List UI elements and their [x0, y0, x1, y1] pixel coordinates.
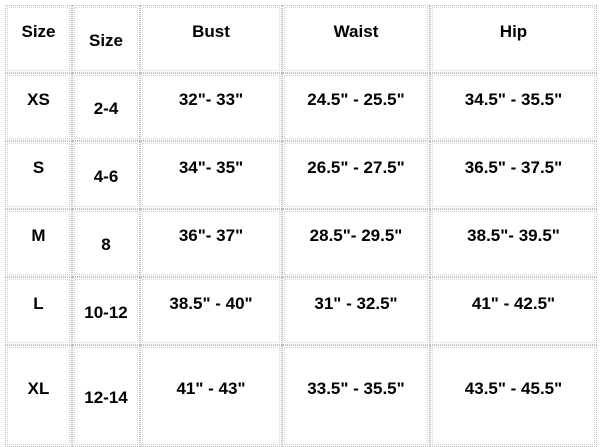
table-cell: 4-6: [72, 141, 140, 209]
header-cell: Size: [72, 5, 140, 73]
header-cell: Size: [5, 5, 72, 73]
table-cell: L: [5, 277, 72, 345]
table-cell: 36"- 37": [140, 209, 282, 277]
table-cell: 38.5"- 39.5": [430, 209, 597, 277]
table-cell: 10-12: [72, 277, 140, 345]
size-chart-table: Size Size Bust Waist Hip XS 2-4 32"- 33"…: [5, 5, 597, 447]
table-cell: 34"- 35": [140, 141, 282, 209]
table-row: S 4-6 34"- 35" 26.5" - 27.5" 36.5" - 37.…: [5, 141, 597, 209]
table-cell: 43.5" - 45.5": [430, 345, 597, 447]
table-row: M 8 36"- 37" 28.5"- 29.5" 38.5"- 39.5": [5, 209, 597, 277]
table-cell: 41" - 43": [140, 345, 282, 447]
table-cell: 26.5" - 27.5": [282, 141, 430, 209]
table-cell: 12-14: [72, 345, 140, 447]
header-cell: Waist: [282, 5, 430, 73]
table-cell: 28.5"- 29.5": [282, 209, 430, 277]
table-cell: 33.5" - 35.5": [282, 345, 430, 447]
table-cell: 41" - 42.5": [430, 277, 597, 345]
table-cell: M: [5, 209, 72, 277]
table-cell: 24.5" - 25.5": [282, 73, 430, 141]
table-cell: 32"- 33": [140, 73, 282, 141]
table-cell: XL: [5, 345, 72, 447]
table-cell: 8: [72, 209, 140, 277]
table-cell: 38.5" - 40": [140, 277, 282, 345]
table-row: L 10-12 38.5" - 40" 31" - 32.5" 41" - 42…: [5, 277, 597, 345]
table-row: XL 12-14 41" - 43" 33.5" - 35.5" 43.5" -…: [5, 345, 597, 447]
table-cell: XS: [5, 73, 72, 141]
table-cell: 36.5" - 37.5": [430, 141, 597, 209]
table-cell: 31" - 32.5": [282, 277, 430, 345]
table-cell: 34.5" - 35.5": [430, 73, 597, 141]
table-row: XS 2-4 32"- 33" 24.5" - 25.5" 34.5" - 35…: [5, 73, 597, 141]
header-cell: Hip: [430, 5, 597, 73]
header-cell: Bust: [140, 5, 282, 73]
table-cell: 2-4: [72, 73, 140, 141]
header-row: Size Size Bust Waist Hip: [5, 5, 597, 73]
table-cell: S: [5, 141, 72, 209]
